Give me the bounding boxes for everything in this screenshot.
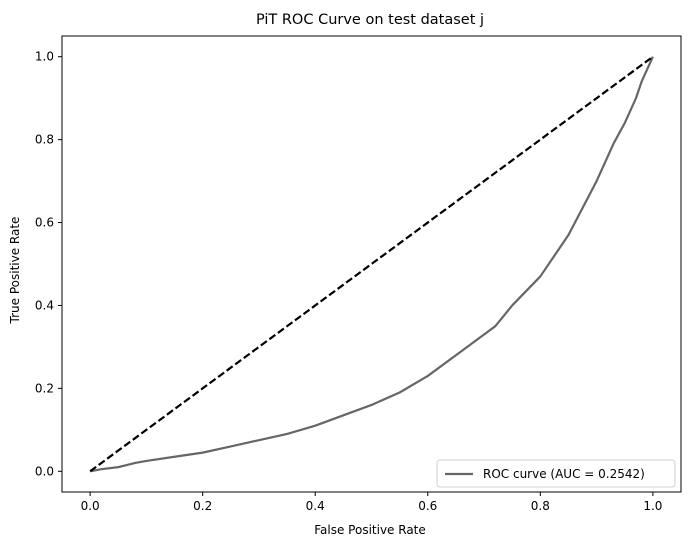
x-tick-label: 0.2: [193, 499, 212, 513]
plot-frame: [61, 35, 682, 493]
plot-area: 0.0 0.2 0.4 0.6 0.8 1.0 0.0 0.2 0.4 0.6 0.8 1.0 ROC …: [35, 35, 682, 513]
chart-title: PiT ROC Curve on test dataset j: [256, 12, 484, 28]
y-tick-label: 1.0: [35, 50, 54, 64]
y-tick-label: 0.8: [35, 133, 54, 147]
y-tick-label: 0.6: [35, 216, 54, 230]
x-axis-label: False Positive Rate: [314, 523, 426, 537]
x-tick-label: 0.4: [306, 499, 325, 513]
roc-curve-line: [89, 56, 654, 473]
y-tick-label: 0.0: [35, 464, 54, 478]
legend-label: ROC curve (AUC = 0.2542): [483, 467, 645, 481]
x-tick-label: 0.8: [531, 499, 550, 513]
y-tick-label: 0.2: [35, 381, 54, 395]
x-tick-label: 1.0: [643, 499, 662, 513]
y-axis-label: True Positive Rate: [8, 217, 22, 325]
diagonal-reference-line: [89, 55, 654, 473]
x-tick-label: 0.0: [81, 499, 100, 513]
x-tick-label: 0.6: [418, 499, 437, 513]
legend-box: [436, 459, 676, 488]
y-tick-label: 0.4: [35, 298, 54, 312]
